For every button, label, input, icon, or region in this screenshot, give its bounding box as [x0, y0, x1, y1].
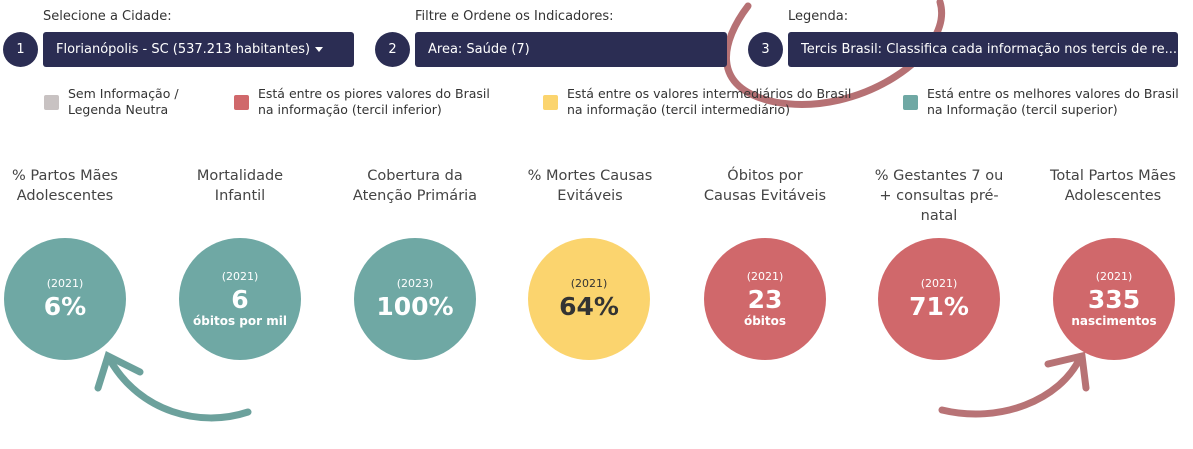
legend-middle-line2: na informação (tercil intermediário) [567, 102, 791, 117]
legend-swatch-middle [543, 95, 558, 110]
legend-item-worst: Está entre os piores valores do Brasil n… [234, 86, 490, 118]
indicator-unit: óbitos por mil [193, 313, 287, 328]
city-select[interactable]: Florianópolis - SC (537.213 habitantes) [43, 32, 354, 67]
indicator-circle-cobertura-atencao-primaria[interactable]: (2023) 100% [354, 238, 476, 360]
indicator-circle-mortalidade-infantil[interactable]: (2021) 6 óbitos por mil [179, 238, 301, 360]
city-filter-label: Selecione a Cidade: [43, 9, 172, 24]
indicator-year: (2021) [746, 269, 784, 283]
legend-item-best: Está entre os melhores valores do Brasil… [903, 86, 1179, 118]
indicator-value: 23 [747, 284, 783, 314]
legend-item-middle: Está entre os valores intermediários do … [543, 86, 851, 118]
indicator-circle-gestantes-consultas-pre-natal[interactable]: (2021) 71% [878, 238, 1000, 360]
indicator-year: (2021) [1095, 269, 1133, 283]
indicator-title-mortes-causas-evitaveis: % Mortes Causas Evitáveis [527, 168, 653, 204]
indicator-year: (2023) [396, 277, 434, 290]
indicator-year: (2021) [920, 277, 958, 290]
legend-worst-line2: na informação (tercil inferior) [258, 102, 442, 117]
indicator-circle-total-partos-maes-adolescentes[interactable]: (2021) 335 nascimentos [1053, 238, 1175, 360]
arrow-bottom-left-decoration [94, 351, 252, 422]
legend-worst-line1: Está entre os piores valores do Brasil [258, 86, 490, 101]
indicator-value: 64% [559, 292, 619, 321]
legend-neutral-line1: Sem Informação / [68, 86, 179, 101]
indicator-value: 6 [231, 284, 249, 314]
area-select-value: Área: Saúde (7) [428, 42, 530, 57]
indicator-title-obitos-causas-evitaveis: Óbitos por Causas Evitáveis [703, 168, 827, 204]
indicator-value: 100% [376, 292, 454, 321]
indicator-title-mortalidade-infantil: Mortalidade Infantil [196, 168, 284, 204]
step-2-badge: 2 [375, 32, 410, 67]
indicator-year: (2021) [570, 277, 608, 290]
chevron-down-icon [315, 47, 324, 52]
legend-item-neutral: Sem Informação / Legenda Neutra [44, 86, 179, 118]
legend-select-value: Tercis Brasil: Classifica cada informaçã… [801, 42, 1177, 57]
step-1-badge: 1 [3, 32, 38, 67]
indicator-title-partos-maes-adolescentes: % Partos Mães Adolescentes [12, 168, 118, 204]
indicator-circle-obitos-causas-evitaveis[interactable]: (2021) 23 óbitos [704, 238, 826, 360]
step-3-badge: 3 [748, 32, 783, 67]
legend-swatch-neutral [44, 95, 59, 110]
city-select-value: Florianópolis - SC (537.213 habitantes) [56, 42, 311, 57]
indicator-unit: nascimentos [1071, 313, 1157, 328]
legend-middle-line1: Está entre os valores intermediários do … [567, 86, 852, 101]
legend-best-line2: na Informação (tercil superior) [927, 102, 1118, 117]
indicator-value: 71% [909, 292, 969, 321]
indicator-year: (2021) [46, 277, 84, 290]
indicator-unit: óbitos [743, 313, 787, 328]
arrow-bottom-right-decoration [938, 351, 1090, 418]
legend-swatch-worst [234, 95, 249, 110]
legend-swatch-best [903, 95, 918, 110]
indicator-title-gestantes-consultas-pre-natal: % Gestantes 7 ou + consultas pré-natal [874, 168, 1004, 224]
area-select[interactable]: Área: Saúde (7) [415, 32, 727, 67]
indicator-circle-mortes-causas-evitaveis[interactable]: (2021) 64% [528, 238, 650, 360]
indicator-value: 6% [43, 292, 87, 321]
indicator-title-cobertura-atencao-primaria: Cobertura da Atenção Primária [352, 168, 478, 204]
indicator-circle-partos-maes-adolescentes[interactable]: (2021) 6% [4, 238, 126, 360]
indicator-title-total-partos-maes-adolescentes: Total Partos Mães Adolescentes [1049, 168, 1176, 204]
legend-best-line1: Está entre os melhores valores do Brasil [927, 86, 1179, 101]
legend-select[interactable]: Tercis Brasil: Classifica cada informaçã… [788, 32, 1178, 67]
indicator-value: 335 [1087, 284, 1141, 314]
legend-filter-label: Legenda: [788, 9, 849, 24]
legend-neutral-line2: Legenda Neutra [68, 102, 169, 117]
indicator-year: (2021) [221, 269, 259, 283]
area-filter-label: Filtre e Ordene os Indicadores: [415, 9, 614, 24]
